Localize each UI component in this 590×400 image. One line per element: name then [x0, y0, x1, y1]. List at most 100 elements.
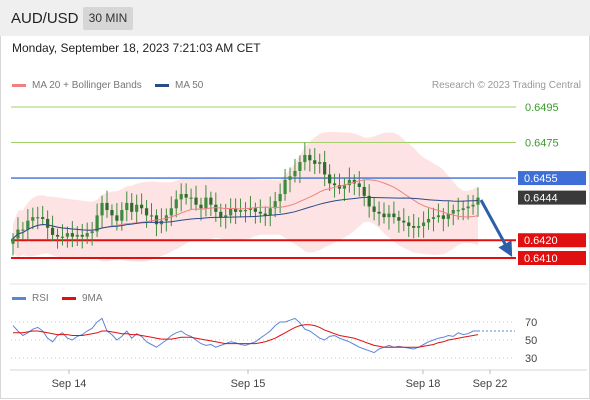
- candle-body: [303, 154, 307, 163]
- price-levels: [11, 106, 516, 259]
- x-tick-label-1: Sep 15: [231, 378, 266, 390]
- legend-ma50-label: MA 50: [175, 80, 204, 91]
- rsi-tick-label-70: 70: [525, 317, 537, 329]
- symbol-title: AUD/USD: [11, 10, 79, 27]
- candle-body: [421, 222, 426, 227]
- candle-body: [149, 215, 154, 217]
- candle-body: [441, 215, 445, 219]
- candle-body: [377, 211, 381, 214]
- rsi-swatch: [12, 296, 26, 300]
- candle-body: [327, 174, 332, 184]
- x-tick-label-2: Sep 18: [406, 378, 441, 390]
- candle-body: [337, 185, 342, 189]
- bollinger-bands: [13, 132, 478, 262]
- candle-body: [60, 236, 65, 238]
- candle-body: [372, 206, 376, 212]
- level-label-box-0.6444: [518, 190, 586, 205]
- candle-body: [55, 234, 60, 237]
- candle-body: [412, 226, 416, 228]
- candle-body: [431, 217, 436, 219]
- legend-ma20-label: MA 20 + Bollinger Bands: [32, 80, 142, 91]
- candle-body: [11, 238, 15, 244]
- x-tick-label-3: Sep 22: [473, 378, 508, 390]
- candle-body: [362, 186, 366, 196]
- candle-body: [387, 213, 391, 218]
- candle-body: [105, 202, 109, 211]
- candle-body: [283, 179, 287, 195]
- rsi-ma-swatch: [62, 296, 76, 300]
- timeframe-button[interactable]: 30 MIN: [83, 7, 133, 30]
- legend-ma20: MA 20 + Bollinger Bands: [12, 80, 142, 91]
- candle-body: [144, 208, 149, 216]
- rsi-ma-line: [13, 324, 479, 348]
- candle-body: [70, 233, 74, 237]
- candle-body: [174, 199, 178, 209]
- candle-body: [90, 231, 94, 234]
- level-label-box-0.6455: [518, 171, 586, 186]
- candle-body: [234, 208, 238, 212]
- candle-body: [125, 202, 129, 211]
- candle-body: [238, 210, 243, 212]
- candle-body: [258, 211, 262, 214]
- candle-body: [347, 179, 351, 186]
- candle-body: [140, 204, 144, 209]
- candle-body: [367, 195, 371, 207]
- candle-body: [417, 226, 421, 228]
- candle-body: [189, 197, 193, 199]
- ma20-swatch: [12, 83, 26, 87]
- candle-body: [397, 217, 401, 221]
- candle-body: [199, 204, 203, 209]
- candle-body: [278, 194, 282, 202]
- bollinger-band-area: [13, 132, 478, 262]
- candle-body: [342, 185, 347, 189]
- candles: [11, 142, 480, 256]
- candle-body: [85, 233, 89, 237]
- candle-body: [209, 197, 213, 205]
- level-label-0.6420: 0.6420: [524, 235, 558, 247]
- level-label-0.6410: 0.6410: [524, 253, 558, 265]
- copyright-text: Research © 2023 Trading Central: [431, 80, 581, 91]
- legend-rsi-ma: 9MA: [62, 293, 103, 304]
- candle-body: [224, 215, 228, 218]
- candle-body: [184, 194, 188, 198]
- candle-body: [466, 206, 470, 209]
- legend-ma50: MA 50: [155, 80, 203, 91]
- candle-body: [75, 234, 79, 237]
- candle-body: [135, 204, 139, 212]
- candle-body: [41, 217, 45, 219]
- candle-body: [426, 218, 431, 223]
- candle-body: [194, 197, 198, 205]
- candle-body: [253, 208, 257, 212]
- candle-body: [436, 215, 441, 218]
- candle-body: [26, 220, 30, 230]
- candle-body: [50, 227, 55, 235]
- candle-body: [130, 202, 134, 212]
- legend-rsi-ma-label: 9MA: [82, 293, 103, 304]
- candle-body: [115, 215, 119, 221]
- candle-body: [46, 218, 50, 228]
- candle-body: [446, 213, 450, 219]
- level-label-0.6495: 0.6495: [525, 102, 559, 114]
- ma50-line: [12, 196, 479, 239]
- candle-body: [80, 234, 84, 237]
- legend-rsi: RSI: [12, 293, 49, 304]
- forecast-arrow: [479, 199, 513, 257]
- level-label-box-0.6420: [518, 233, 586, 248]
- candle-body: [313, 160, 317, 164]
- moving-averages: [12, 179, 479, 239]
- candle-body: [476, 197, 480, 205]
- candle-body: [36, 217, 40, 219]
- candle-body: [293, 170, 297, 177]
- candle-body: [179, 194, 183, 200]
- candle-body: [214, 204, 218, 212]
- candle-body: [288, 176, 292, 180]
- x-tick-label-0: Sep 14: [52, 378, 87, 390]
- level-label-0.6455: 0.6455: [524, 173, 558, 185]
- candle-body: [461, 208, 465, 211]
- candle-body: [100, 202, 104, 216]
- candle-body: [318, 162, 322, 164]
- candle-body: [229, 208, 233, 216]
- candle-body: [298, 162, 302, 171]
- candle-body: [169, 208, 173, 216]
